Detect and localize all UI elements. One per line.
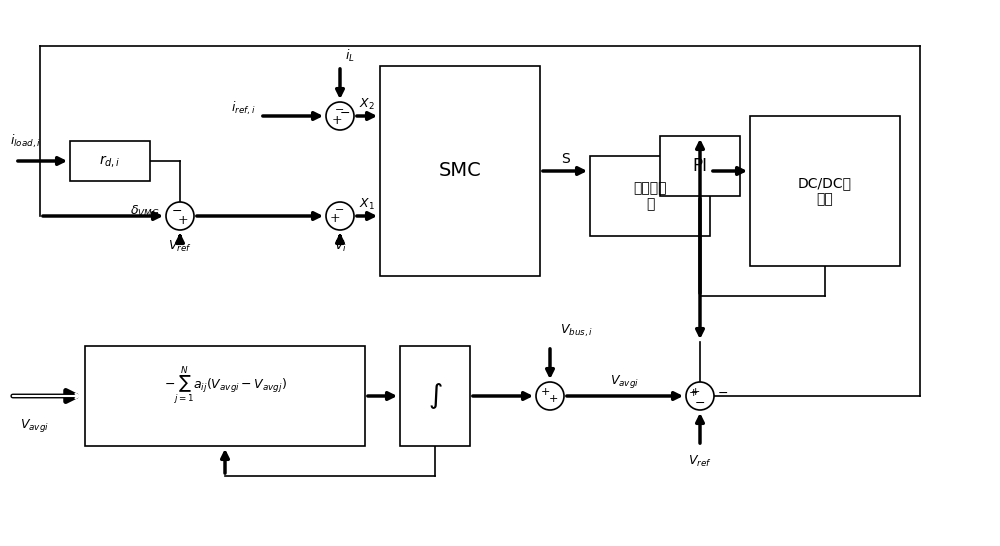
Circle shape xyxy=(166,202,194,230)
Text: DC/DC变
换器: DC/DC变 换器 xyxy=(798,176,852,206)
Circle shape xyxy=(536,382,564,410)
Text: +: + xyxy=(178,215,188,228)
Text: S: S xyxy=(561,152,569,166)
Text: $i_{ref,i}$: $i_{ref,i}$ xyxy=(231,99,255,117)
Text: $V_{avgi}$: $V_{avgi}$ xyxy=(610,372,640,389)
Text: SMC: SMC xyxy=(439,162,481,181)
Text: $i_L$: $i_L$ xyxy=(345,48,355,64)
Bar xyxy=(400,346,470,446)
Text: $X_2$: $X_2$ xyxy=(359,97,375,111)
Text: +: + xyxy=(548,394,558,404)
Text: PI: PI xyxy=(692,157,708,175)
Bar xyxy=(380,66,540,276)
Text: +: + xyxy=(540,387,550,397)
Text: 滞环比较
器: 滞环比较 器 xyxy=(633,181,667,211)
Text: $\delta_{VMG}$: $\delta_{VMG}$ xyxy=(130,204,160,218)
Circle shape xyxy=(686,382,714,410)
Text: $V_{ref}$: $V_{ref}$ xyxy=(688,453,712,468)
Text: $-\sum_{j=1}^{N}a_{ij}(V_{avgi}-V_{avgj})$: $-\sum_{j=1}^{N}a_{ij}(V_{avgi}-V_{avgj}… xyxy=(164,365,286,407)
Text: +: + xyxy=(330,212,340,225)
Text: $V_i$: $V_i$ xyxy=(334,239,346,253)
Text: −: − xyxy=(335,205,345,215)
Text: −: − xyxy=(172,205,182,217)
Text: −: − xyxy=(335,105,345,115)
Text: +: + xyxy=(688,388,698,398)
Text: $r_{d,i}$: $r_{d,i}$ xyxy=(99,153,121,169)
Text: $i_{load,i}$: $i_{load,i}$ xyxy=(10,132,41,150)
Circle shape xyxy=(326,102,354,130)
Text: $V_{avgi}$: $V_{avgi}$ xyxy=(20,418,49,435)
Text: $V_{bus,i}$: $V_{bus,i}$ xyxy=(560,323,593,339)
Bar xyxy=(70,141,150,181)
Text: $V_{ref}$: $V_{ref}$ xyxy=(168,239,192,253)
Text: +: + xyxy=(690,387,700,397)
Text: −: − xyxy=(718,387,728,400)
Text: −: − xyxy=(695,396,705,410)
Bar xyxy=(750,116,900,266)
Bar xyxy=(85,346,365,446)
Text: +: + xyxy=(332,115,342,128)
Bar xyxy=(590,156,710,236)
Text: $X_1$: $X_1$ xyxy=(359,197,375,211)
Bar xyxy=(660,136,740,196)
Text: $\int$: $\int$ xyxy=(428,381,442,411)
Text: −: − xyxy=(340,106,350,120)
Circle shape xyxy=(326,202,354,230)
